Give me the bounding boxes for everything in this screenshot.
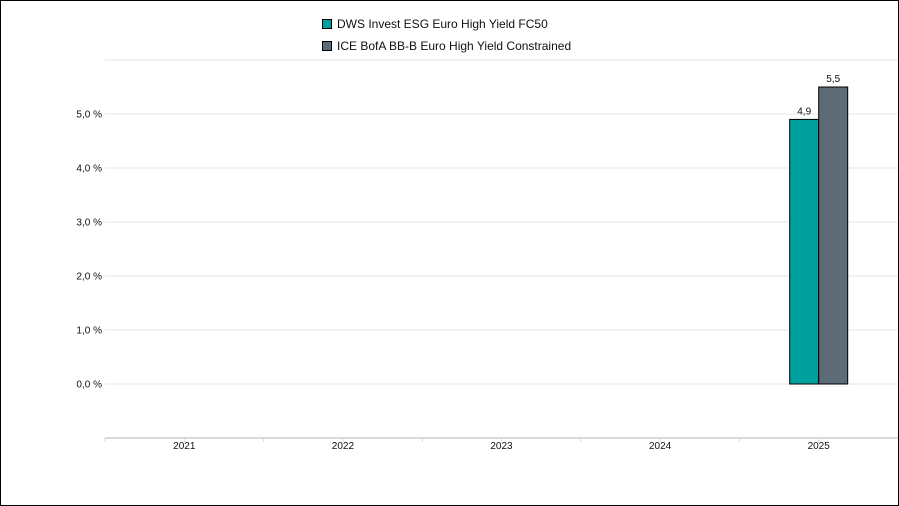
- y-tick-label: 3,0 %: [76, 218, 102, 229]
- x-tick-label: 2021: [173, 441, 196, 452]
- data-label: 4,9: [797, 106, 811, 117]
- legend-label-fund: DWS Invest ESG Euro High Yield FC50: [337, 17, 548, 31]
- x-tick-label: 2023: [490, 441, 513, 452]
- y-tick-label: 4,0 %: [76, 164, 102, 175]
- x-tick-label: 2024: [649, 441, 672, 452]
- legend: DWS Invest ESG Euro High Yield FC50 ICE …: [322, 13, 571, 57]
- legend-swatch-benchmark: [322, 41, 332, 51]
- x-tick-label: 2022: [332, 441, 355, 452]
- bar-2025-series-0: [789, 118, 820, 385]
- legend-label-benchmark: ICE BofA BB-B Euro High Yield Constraine…: [337, 39, 572, 53]
- y-tick-label: 5,0 %: [76, 110, 102, 121]
- y-tick-label: 1,0 %: [76, 326, 102, 337]
- y-tick-label: 0,0 %: [76, 380, 102, 391]
- y-tick-label: 2,0 %: [76, 272, 102, 283]
- x-tick-label: 2025: [808, 441, 831, 452]
- legend-item-fund: DWS Invest ESG Euro High Yield FC50: [322, 13, 571, 35]
- legend-item-benchmark: ICE BofA BB-B Euro High Yield Constraine…: [322, 35, 571, 57]
- data-label: 5,5: [826, 74, 840, 85]
- bar-2025-series-1: [818, 86, 849, 385]
- legend-swatch-fund: [322, 19, 332, 29]
